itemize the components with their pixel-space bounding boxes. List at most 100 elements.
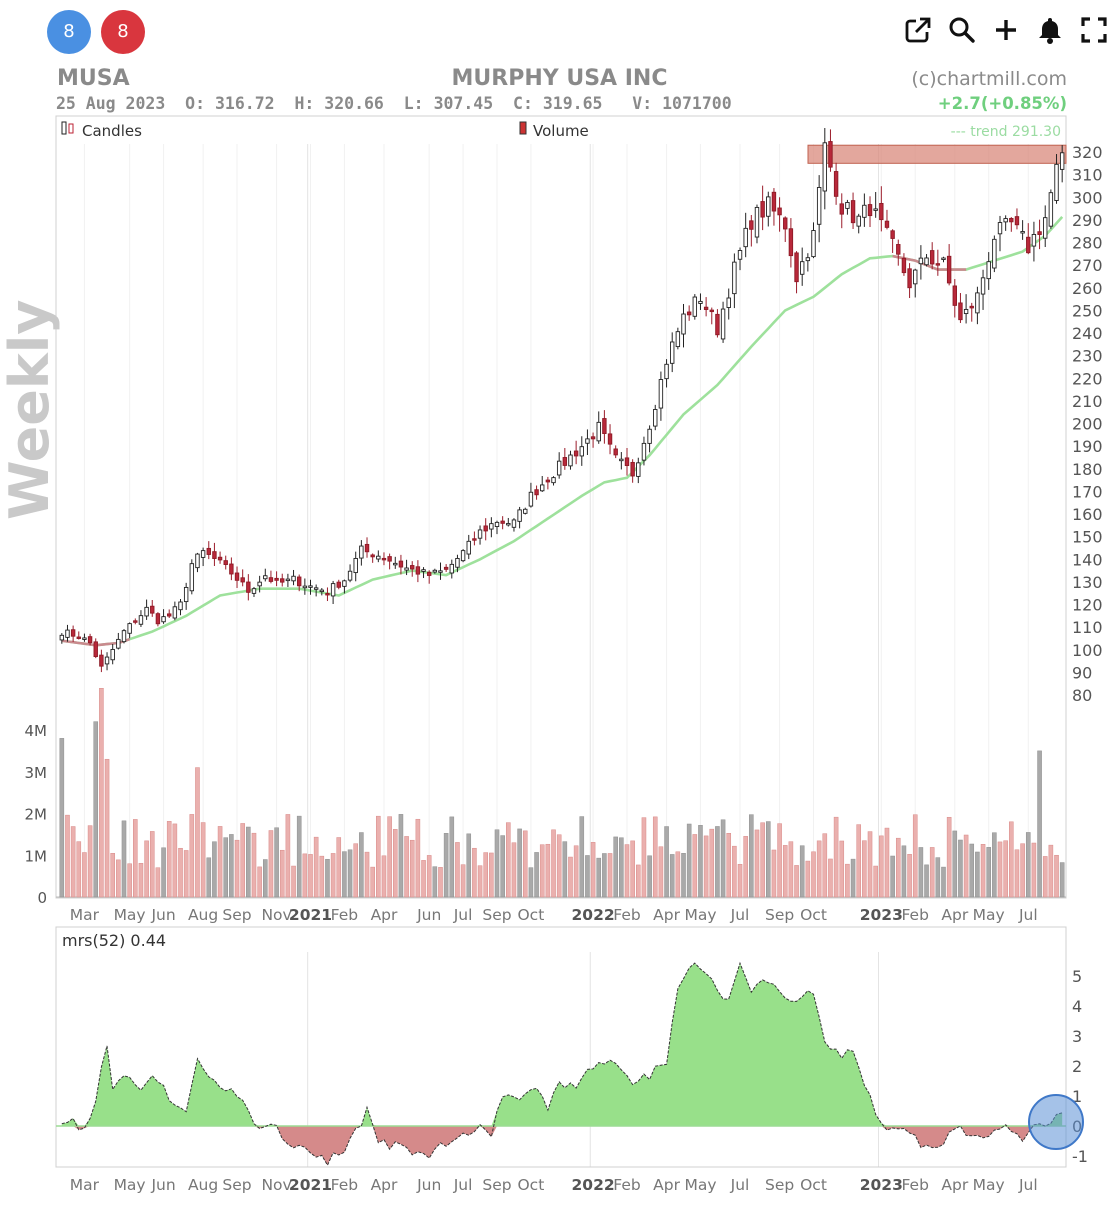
volume-bar [590, 842, 596, 898]
volume-bar [313, 836, 319, 898]
candle [353, 557, 358, 574]
volume-bar [1037, 750, 1042, 898]
candle [99, 654, 104, 667]
volume-bar [720, 819, 726, 898]
volume-bar [353, 843, 358, 898]
candle [65, 629, 70, 638]
notification-badge-red[interactable]: 8 [101, 10, 145, 54]
time-tick-label: Oct [517, 1176, 544, 1194]
candle [506, 522, 511, 526]
volume-bar [443, 833, 449, 898]
volume-bar [144, 840, 149, 898]
volume-bar [330, 853, 336, 898]
candle [568, 454, 573, 467]
candle [901, 257, 907, 274]
volume-bar [59, 738, 65, 898]
candle [229, 563, 234, 575]
candle [794, 252, 799, 283]
volume-bar [82, 852, 87, 898]
volume-bar [788, 841, 794, 898]
close-label: C: [513, 94, 533, 113]
candle [359, 545, 364, 559]
fullscreen-icon[interactable] [1078, 14, 1110, 46]
candle [336, 581, 341, 588]
volume-bar [585, 855, 590, 898]
candle [172, 606, 178, 619]
current-marker-circle [1028, 1094, 1084, 1150]
time-tick-label: May [114, 906, 146, 924]
external-link-icon[interactable] [902, 14, 934, 46]
volume-bar [895, 837, 901, 898]
company-name: MURPHY USA INC [451, 66, 668, 91]
volume-bar [924, 864, 929, 898]
candle [896, 244, 901, 255]
time-tick-label: Jun [416, 906, 441, 924]
volume-bar [494, 829, 500, 898]
candle [777, 207, 782, 216]
volume-bar [556, 834, 562, 898]
candle [681, 313, 686, 335]
volume-tick-label: 0 [37, 889, 47, 907]
volume-tick-label: 1M [25, 847, 48, 865]
bell-icon[interactable] [1034, 14, 1066, 46]
current-value-marker [1028, 1094, 1084, 1150]
candle [398, 560, 404, 568]
volume-bar [879, 835, 884, 898]
candle [489, 523, 494, 530]
candle [404, 567, 409, 571]
volume-tick-label: 2M [25, 806, 48, 824]
price-tick-label: 160 [1072, 505, 1103, 524]
candle [500, 520, 505, 524]
volume-bar [822, 833, 828, 898]
candle [1043, 217, 1048, 239]
mrs-tick-label: 2 [1072, 1057, 1082, 1076]
volume-bar [873, 865, 878, 898]
price-tick-label: 230 [1072, 347, 1103, 366]
candle [133, 620, 138, 623]
price-tick-label: 300 [1072, 188, 1103, 207]
search-icon[interactable] [946, 14, 978, 46]
volume-bar [1020, 843, 1025, 898]
volume-tick-label: 4M [25, 722, 48, 740]
volume-bar [149, 831, 155, 898]
candle [698, 300, 703, 304]
high-value: 320.66 [324, 94, 384, 113]
volume-bar [534, 852, 539, 898]
volume-bar [749, 814, 754, 898]
volume-bar [539, 844, 545, 898]
volume-bar [890, 855, 895, 898]
mrs-line [61, 961, 1063, 1167]
candle [76, 636, 81, 639]
candle [438, 570, 443, 573]
axis-labels: 8090100110120130140150160170180190200210… [25, 143, 1103, 1194]
candles-legend-icon-red [68, 123, 74, 134]
plus-icon[interactable] [990, 14, 1022, 46]
volume-bar [997, 841, 1003, 898]
volume-bar [613, 836, 618, 898]
time-tick-label: 2021 [289, 906, 332, 924]
candle [653, 409, 658, 427]
volume-bar [867, 831, 873, 898]
volume-bar [319, 855, 325, 898]
open-label: O: [185, 94, 206, 113]
time-tick-label: Feb [613, 906, 640, 924]
time-tick-label: Feb [331, 906, 358, 924]
candle [376, 555, 381, 560]
volume-bar [918, 847, 924, 898]
notification-badge-blue[interactable]: 8 [47, 10, 91, 54]
volume-bar [387, 816, 392, 898]
candle [206, 547, 211, 555]
candle [87, 636, 93, 644]
candle [743, 227, 748, 248]
volume-bar [1042, 856, 1048, 898]
candle [630, 461, 635, 477]
volume-legend-icon [519, 121, 527, 135]
volume-bar [234, 839, 240, 898]
volume-bar [799, 845, 805, 898]
mrs-legend: mrs(52) 0.44 [62, 931, 166, 950]
mrs-tick-label: 1 [1072, 1087, 1082, 1106]
time-tick-label: Sep [222, 1176, 251, 1194]
volume-bar [121, 820, 127, 898]
candle [952, 285, 957, 306]
